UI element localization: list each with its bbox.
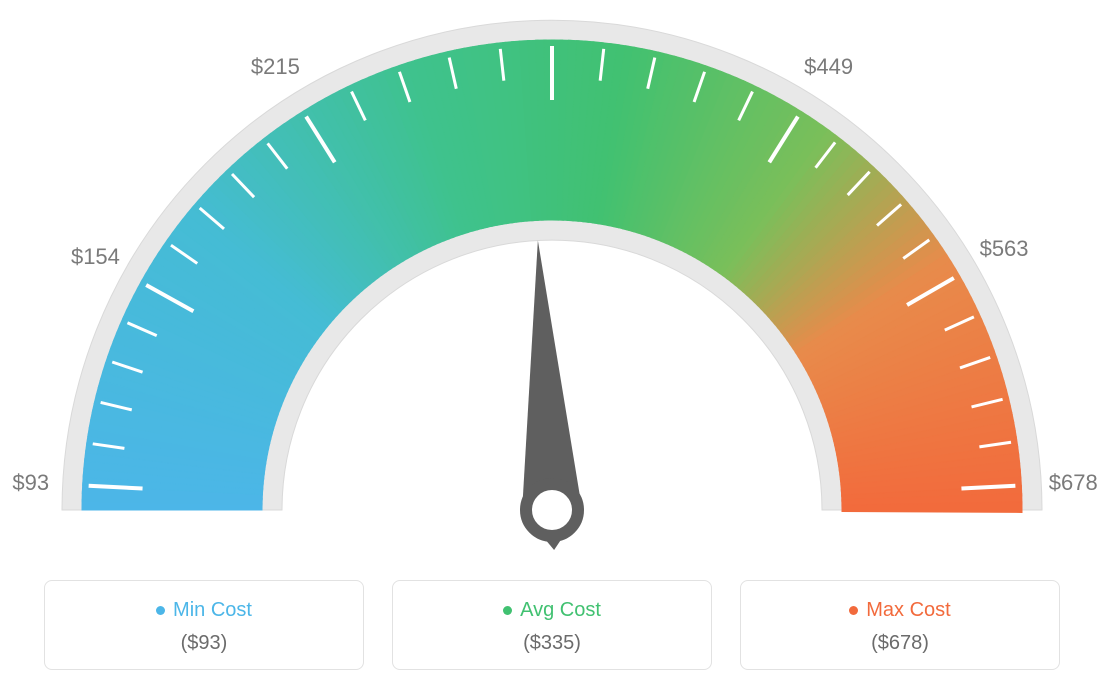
legend-label-min: Min Cost [173, 599, 252, 621]
legend-value-avg: ($335) [403, 632, 701, 655]
gauge-chart: $93 $154 $215 $335 $449 $563 $678 [0, 0, 1104, 560]
legend-row: Min Cost ($93) Avg Cost ($335) Max Cost … [0, 580, 1104, 670]
legend-title-max: Max Cost [751, 599, 1049, 622]
legend-value-min: ($93) [55, 632, 353, 655]
legend-dot-max [849, 606, 858, 615]
gauge-tick-label: $335 [528, 0, 577, 1]
legend-dot-avg [503, 606, 512, 615]
legend-card-min: Min Cost ($93) [44, 580, 364, 670]
legend-title-min: Min Cost [55, 599, 353, 622]
gauge-tick-label: $449 [804, 54, 853, 80]
gauge-tick-label: $93 [12, 470, 49, 496]
legend-label-avg: Avg Cost [520, 599, 601, 621]
gauge-tick-label: $563 [980, 236, 1029, 262]
gauge-tick-label: $678 [1049, 470, 1098, 496]
cost-gauge-container: $93 $154 $215 $335 $449 $563 $678 Min Cost ($9… [0, 0, 1104, 690]
legend-card-avg: Avg Cost ($335) [392, 580, 712, 670]
legend-label-max: Max Cost [866, 599, 950, 621]
gauge-svg [0, 0, 1104, 560]
legend-value-max: ($678) [751, 632, 1049, 655]
gauge-tick-label: $215 [251, 54, 300, 80]
legend-dot-min [156, 606, 165, 615]
legend-card-max: Max Cost ($678) [740, 580, 1060, 670]
legend-title-avg: Avg Cost [403, 599, 701, 622]
gauge-tick-label: $154 [71, 244, 120, 270]
